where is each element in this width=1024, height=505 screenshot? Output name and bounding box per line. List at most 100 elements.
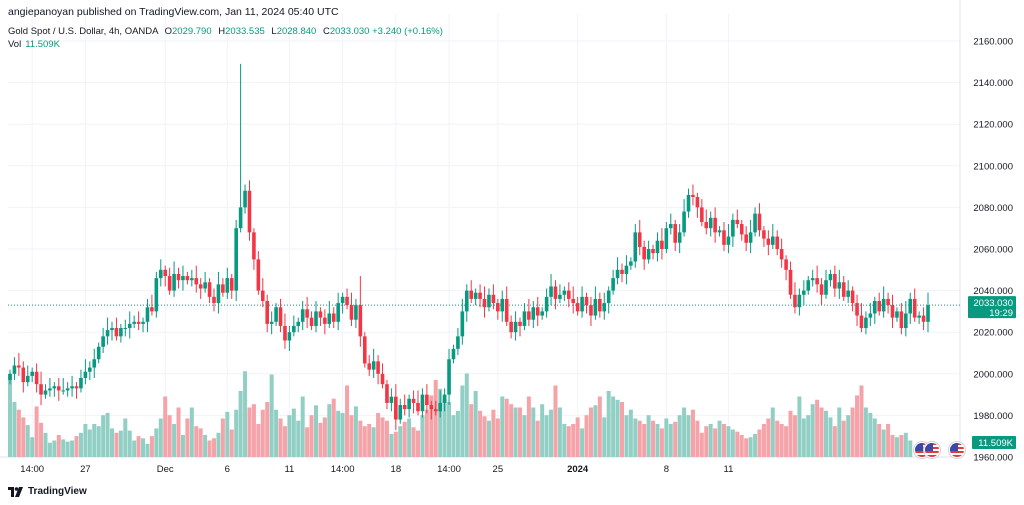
candle-body[interactable]	[855, 303, 859, 316]
candle-body[interactable]	[141, 321, 145, 324]
candle-body[interactable]	[260, 290, 265, 301]
candle-body[interactable]	[305, 309, 309, 318]
candle-body[interactable]	[478, 292, 482, 299]
candle-body[interactable]	[30, 371, 34, 376]
candle-body[interactable]	[247, 190, 252, 233]
candle-body[interactable]	[624, 265, 629, 274]
candle-body[interactable]	[531, 307, 536, 320]
candle-body[interactable]	[850, 290, 855, 304]
candle-body[interactable]	[886, 298, 890, 306]
candle-body[interactable]	[558, 294, 562, 299]
candle-body[interactable]	[566, 290, 571, 299]
candle-body[interactable]	[105, 330, 110, 337]
candle-body[interactable]	[766, 238, 771, 245]
candle-body[interactable]	[744, 234, 748, 243]
price-tag[interactable]	[968, 296, 1016, 319]
candle-body[interactable]	[864, 317, 868, 329]
candle-body[interactable]	[265, 301, 270, 324]
candle-body[interactable]	[540, 311, 544, 316]
candle-body[interactable]	[784, 259, 788, 270]
candle-body[interactable]	[575, 303, 580, 312]
candle-body[interactable]	[127, 323, 132, 329]
candle-body[interactable]	[726, 236, 731, 245]
candle-body[interactable]	[56, 386, 61, 391]
candle-body[interactable]	[8, 373, 12, 381]
candle-body[interactable]	[633, 232, 638, 262]
candle-body[interactable]	[926, 305, 930, 322]
candle-body[interactable]	[21, 367, 26, 383]
candle-body[interactable]	[713, 217, 717, 233]
candle-body[interactable]	[101, 336, 105, 347]
candle-body[interactable]	[336, 303, 340, 322]
candle-body[interactable]	[420, 394, 425, 412]
candle-body[interactable]	[912, 298, 917, 318]
candle-body[interactable]	[65, 388, 70, 391]
us-flag-icon[interactable]	[924, 442, 940, 458]
candle-body[interactable]	[606, 290, 611, 304]
vol-label[interactable]: Vol	[8, 39, 22, 50]
candle-body[interactable]	[815, 278, 819, 285]
candle-body[interactable]	[770, 236, 775, 245]
candle-body[interactable]	[708, 217, 713, 229]
candle-body[interactable]	[491, 294, 496, 304]
candle-body[interactable]	[176, 273, 181, 281]
candle-body[interactable]	[810, 278, 815, 281]
candle-body[interactable]	[207, 282, 212, 297]
candle-body[interactable]	[52, 386, 57, 389]
candle-body[interactable]	[700, 207, 704, 222]
candle-body[interactable]	[527, 311, 531, 320]
candle-body[interactable]	[371, 361, 376, 370]
candle-body[interactable]	[327, 313, 332, 324]
candle-body[interactable]	[722, 230, 726, 245]
candle-body[interactable]	[358, 305, 363, 337]
candle-body[interactable]	[473, 292, 478, 299]
candle-body[interactable]	[535, 307, 540, 316]
candle-body[interactable]	[824, 280, 828, 295]
candle-body[interactable]	[837, 282, 842, 289]
candle-body[interactable]	[318, 311, 323, 318]
candle-body[interactable]	[212, 296, 216, 304]
candle-body[interactable]	[580, 296, 584, 312]
volume-tag[interactable]	[972, 436, 1016, 449]
candle-body[interactable]	[362, 336, 367, 364]
candle-body[interactable]	[451, 348, 456, 360]
candle-body[interactable]	[584, 296, 589, 306]
candle-body[interactable]	[438, 402, 442, 412]
candle-body[interactable]	[123, 328, 128, 330]
candle-body[interactable]	[269, 321, 274, 324]
candle-body[interactable]	[881, 298, 886, 312]
candle-body[interactable]	[61, 390, 66, 392]
candle-body[interactable]	[283, 325, 287, 341]
candle-body[interactable]	[797, 294, 802, 308]
candle-body[interactable]	[544, 296, 549, 312]
candle-body[interactable]	[296, 321, 301, 326]
candle-body[interactable]	[620, 269, 624, 274]
candle-body[interactable]	[482, 298, 487, 308]
candle-body[interactable]	[25, 375, 30, 383]
candle-body[interactable]	[793, 294, 797, 308]
candle-body[interactable]	[163, 269, 168, 277]
candle-body[interactable]	[917, 315, 921, 318]
candle-body[interactable]	[571, 298, 576, 304]
candle-body[interactable]	[695, 197, 700, 208]
candle-body[interactable]	[615, 269, 620, 279]
candle-body[interactable]	[216, 284, 221, 304]
candle-body[interactable]	[664, 228, 669, 249]
candle-body[interactable]	[841, 282, 846, 297]
candle-body[interactable]	[92, 359, 97, 368]
candle-body[interactable]	[868, 313, 873, 318]
candle-body[interactable]	[629, 261, 633, 266]
candle-body[interactable]	[762, 230, 766, 239]
candle-body[interactable]	[238, 207, 243, 229]
candle-body[interactable]	[731, 219, 735, 237]
candle-body[interactable]	[292, 325, 296, 333]
candle-body[interactable]	[899, 311, 904, 329]
candle-body[interactable]	[300, 309, 305, 322]
candle-body[interactable]	[562, 290, 567, 295]
candle-body[interactable]	[154, 278, 159, 312]
candle-body[interactable]	[411, 398, 416, 403]
candle-body[interactable]	[504, 298, 509, 322]
candle-body[interactable]	[691, 194, 695, 197]
candle-body[interactable]	[686, 194, 691, 212]
candle-body[interactable]	[589, 305, 593, 316]
